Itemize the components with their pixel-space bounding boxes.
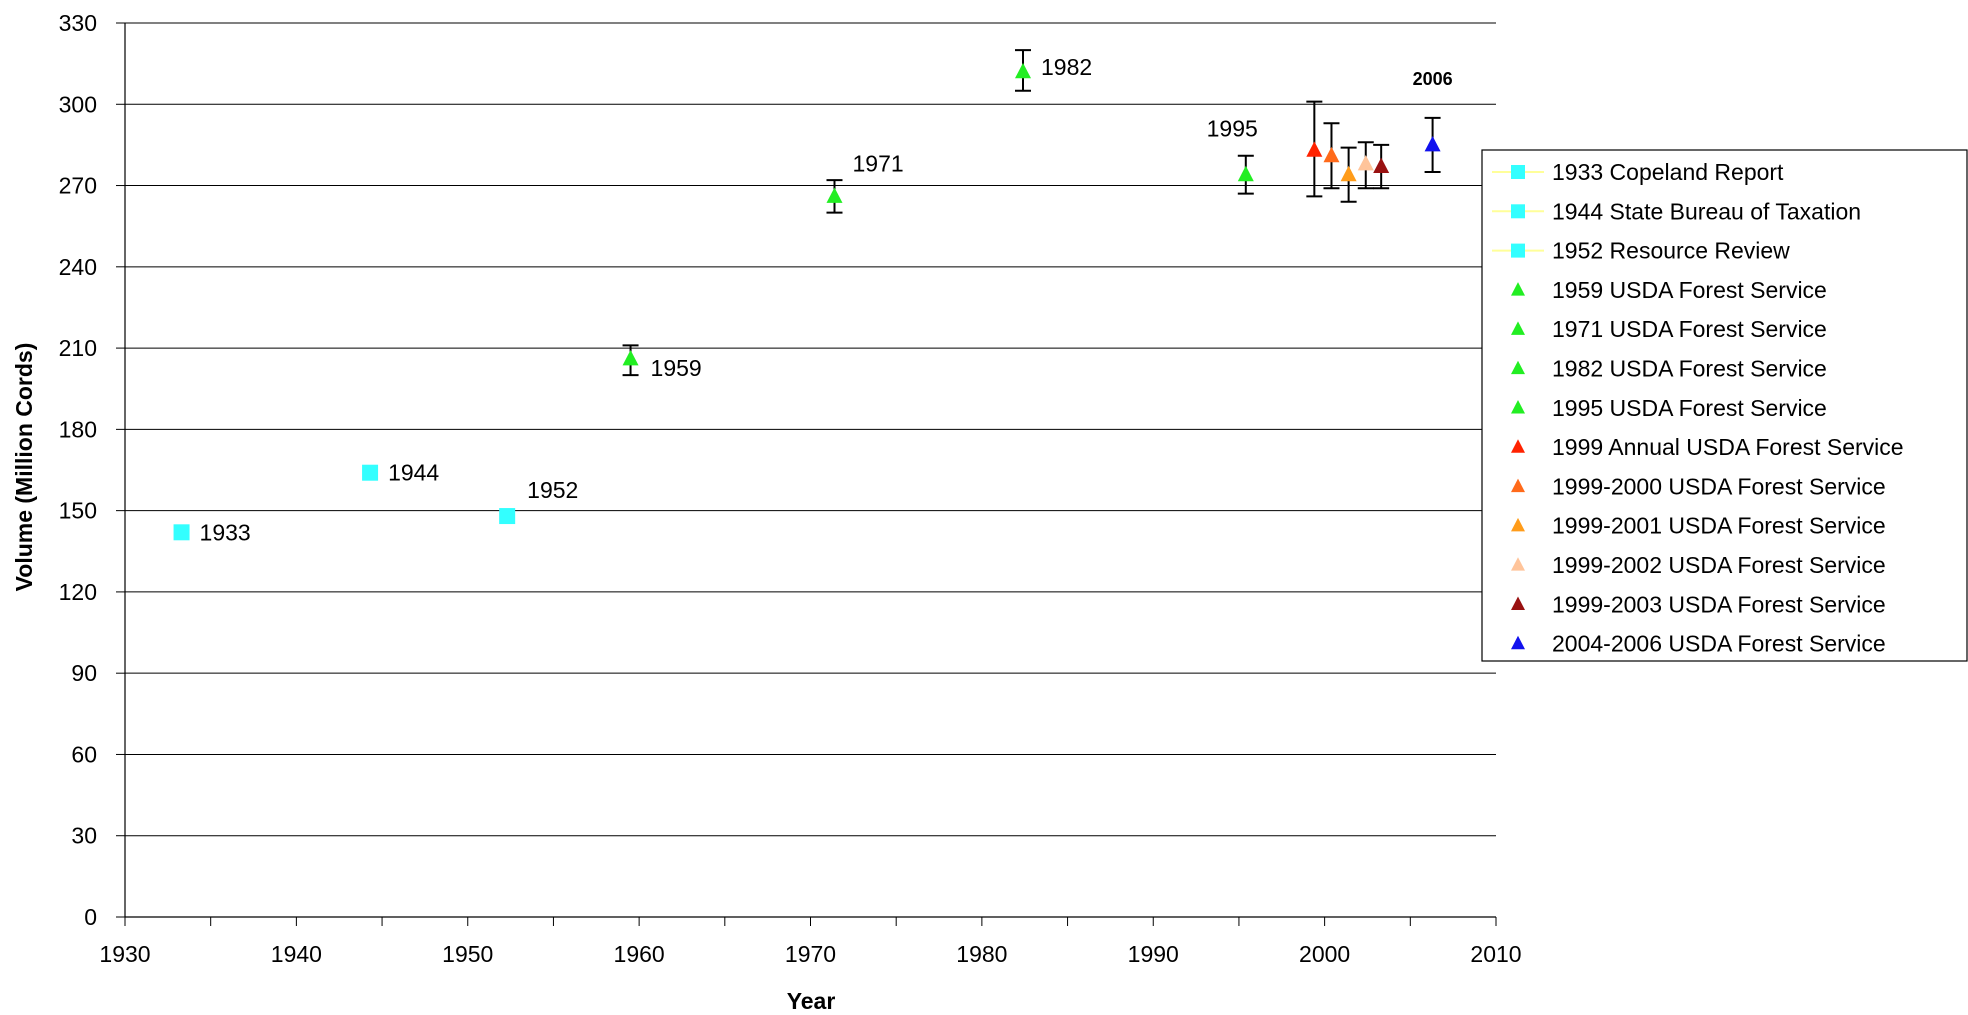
legend-entry: 1999-2000 USDA Forest Service (1511, 473, 1886, 499)
legend-label: 2004-2006 USDA Forest Service (1552, 631, 1886, 657)
legend-label: 1999 Annual USDA Forest Service (1552, 434, 1904, 460)
legend-entry: 1959 USDA Forest Service (1511, 277, 1827, 303)
axes (116, 22, 1497, 926)
point-labels: 1933 1944 1952 1959 1971 1982 1995 2006 (200, 54, 1453, 546)
legend-label: 1933 Copeland Report (1552, 159, 1784, 185)
legend-marker (1511, 439, 1525, 453)
legend-box (1481, 149, 1968, 662)
point-label-1982: 1982 (1041, 54, 1092, 80)
data-markers (173, 62, 1441, 541)
legend-marker (1511, 321, 1525, 335)
legend-entry: 1944 State Bureau of Taxation (1492, 198, 1861, 224)
point-label-1952: 1952 (527, 477, 578, 503)
legend: 1933 Copeland Report 1944 State Bureau of… (1481, 149, 1968, 662)
y-tick-label: 150 (59, 498, 97, 524)
legend-marker (1511, 360, 1525, 375)
data-point-6 (1237, 165, 1254, 182)
x-tick-label: 2000 (1299, 941, 1350, 967)
x-tick-label: 1970 (785, 941, 836, 967)
legend-entry: 1982 USDA Forest Service (1511, 356, 1827, 382)
data-point-8 (1323, 146, 1340, 163)
data-point-5 (1015, 62, 1032, 79)
legend-marker (1511, 478, 1525, 493)
point-label-1995: 1995 (1207, 116, 1258, 142)
y-tick-label: 300 (59, 91, 97, 117)
x-tick-label: 1990 (1128, 941, 1179, 967)
x-tick-label: 2010 (1470, 941, 1521, 967)
y-tick-label: 180 (59, 416, 97, 442)
data-point-12 (1424, 135, 1441, 152)
legend-entry: 1995 USDA Forest Service (1511, 395, 1827, 421)
x-tick-label: 1960 (614, 941, 665, 967)
legend-marker (1511, 399, 1525, 414)
legend-label: 1959 USDA Forest Service (1552, 277, 1827, 303)
x-tick-label: 1950 (442, 941, 493, 967)
legend-entry: 1999-2001 USDA Forest Service (1511, 513, 1886, 539)
y-tick-label: 30 (71, 823, 97, 849)
data-point-7 (1306, 141, 1323, 157)
legend-marker (1511, 282, 1525, 296)
legend-marker (1511, 557, 1525, 571)
data-point-9 (1340, 165, 1357, 182)
legend-entry: 2004-2006 USDA Forest Service (1511, 631, 1886, 657)
legend-marker (1511, 517, 1525, 532)
data-point-1 (362, 464, 379, 481)
legend-label: 1982 USDA Forest Service (1552, 356, 1827, 382)
legend-entry: 1952 Resource Review (1492, 238, 1790, 264)
y-tick-label: 270 (59, 173, 97, 199)
y-tick-label: 120 (59, 579, 97, 605)
legend-marker (1511, 635, 1525, 650)
legend-marker (1511, 165, 1525, 179)
point-label-1971: 1971 (852, 150, 903, 176)
point-label-1933: 1933 (200, 519, 251, 545)
x-tick-label: 1930 (99, 941, 150, 967)
data-point-11 (1373, 157, 1390, 174)
y-tick-label: 330 (59, 10, 97, 36)
y-tick-label: 240 (59, 254, 97, 280)
legend-label: 1999-2003 USDA Forest Service (1552, 591, 1886, 617)
y-tick-label: 210 (59, 335, 97, 361)
point-label-1944: 1944 (388, 460, 439, 486)
data-point-4 (826, 187, 843, 203)
legend-label: 1999-2002 USDA Forest Service (1552, 552, 1886, 578)
data-point-10 (1357, 154, 1374, 171)
legend-entry: 1933 Copeland Report (1492, 159, 1784, 185)
error-bars (622, 49, 1441, 377)
y-tick-label: 60 (71, 741, 97, 767)
point-label-1959: 1959 (651, 355, 702, 381)
legend-label: 1971 USDA Forest Service (1552, 316, 1827, 342)
legend-label: 1999-2001 USDA Forest Service (1552, 513, 1886, 539)
gridlines (125, 22, 1496, 837)
legend-label: 1944 State Bureau of Taxation (1552, 198, 1861, 224)
data-point-3 (622, 349, 639, 366)
tick-labels: 0 30 60 90 120 150 180 210 240 270 300 330 1930 1940 1… (59, 10, 1522, 967)
point-label-2006: 2006 (1413, 69, 1453, 89)
y-tick-label: 0 (84, 904, 97, 930)
x-axis-title: Year (787, 988, 836, 1010)
legend-marker (1511, 204, 1525, 219)
legend-label: 1952 Resource Review (1552, 238, 1790, 264)
legend-marker (1511, 243, 1525, 258)
data-point-0 (173, 524, 190, 541)
legend-marker (1511, 596, 1525, 610)
legend-label: 1995 USDA Forest Service (1552, 395, 1827, 421)
legend-entry: 1999-2002 USDA Forest Service (1511, 552, 1886, 578)
y-axis-title: Volume (Million Cords) (11, 343, 37, 592)
legend-label: 1999-2000 USDA Forest Service (1552, 473, 1886, 499)
legend-entry: 1999-2003 USDA Forest Service (1511, 591, 1886, 617)
legend-entry: 1999 Annual USDA Forest Service (1511, 434, 1904, 460)
data-point-2 (499, 508, 516, 525)
x-tick-label: 1940 (271, 941, 322, 967)
y-tick-label: 90 (71, 660, 97, 686)
legend-entry: 1971 USDA Forest Service (1511, 316, 1827, 342)
x-tick-label: 1980 (956, 941, 1007, 967)
